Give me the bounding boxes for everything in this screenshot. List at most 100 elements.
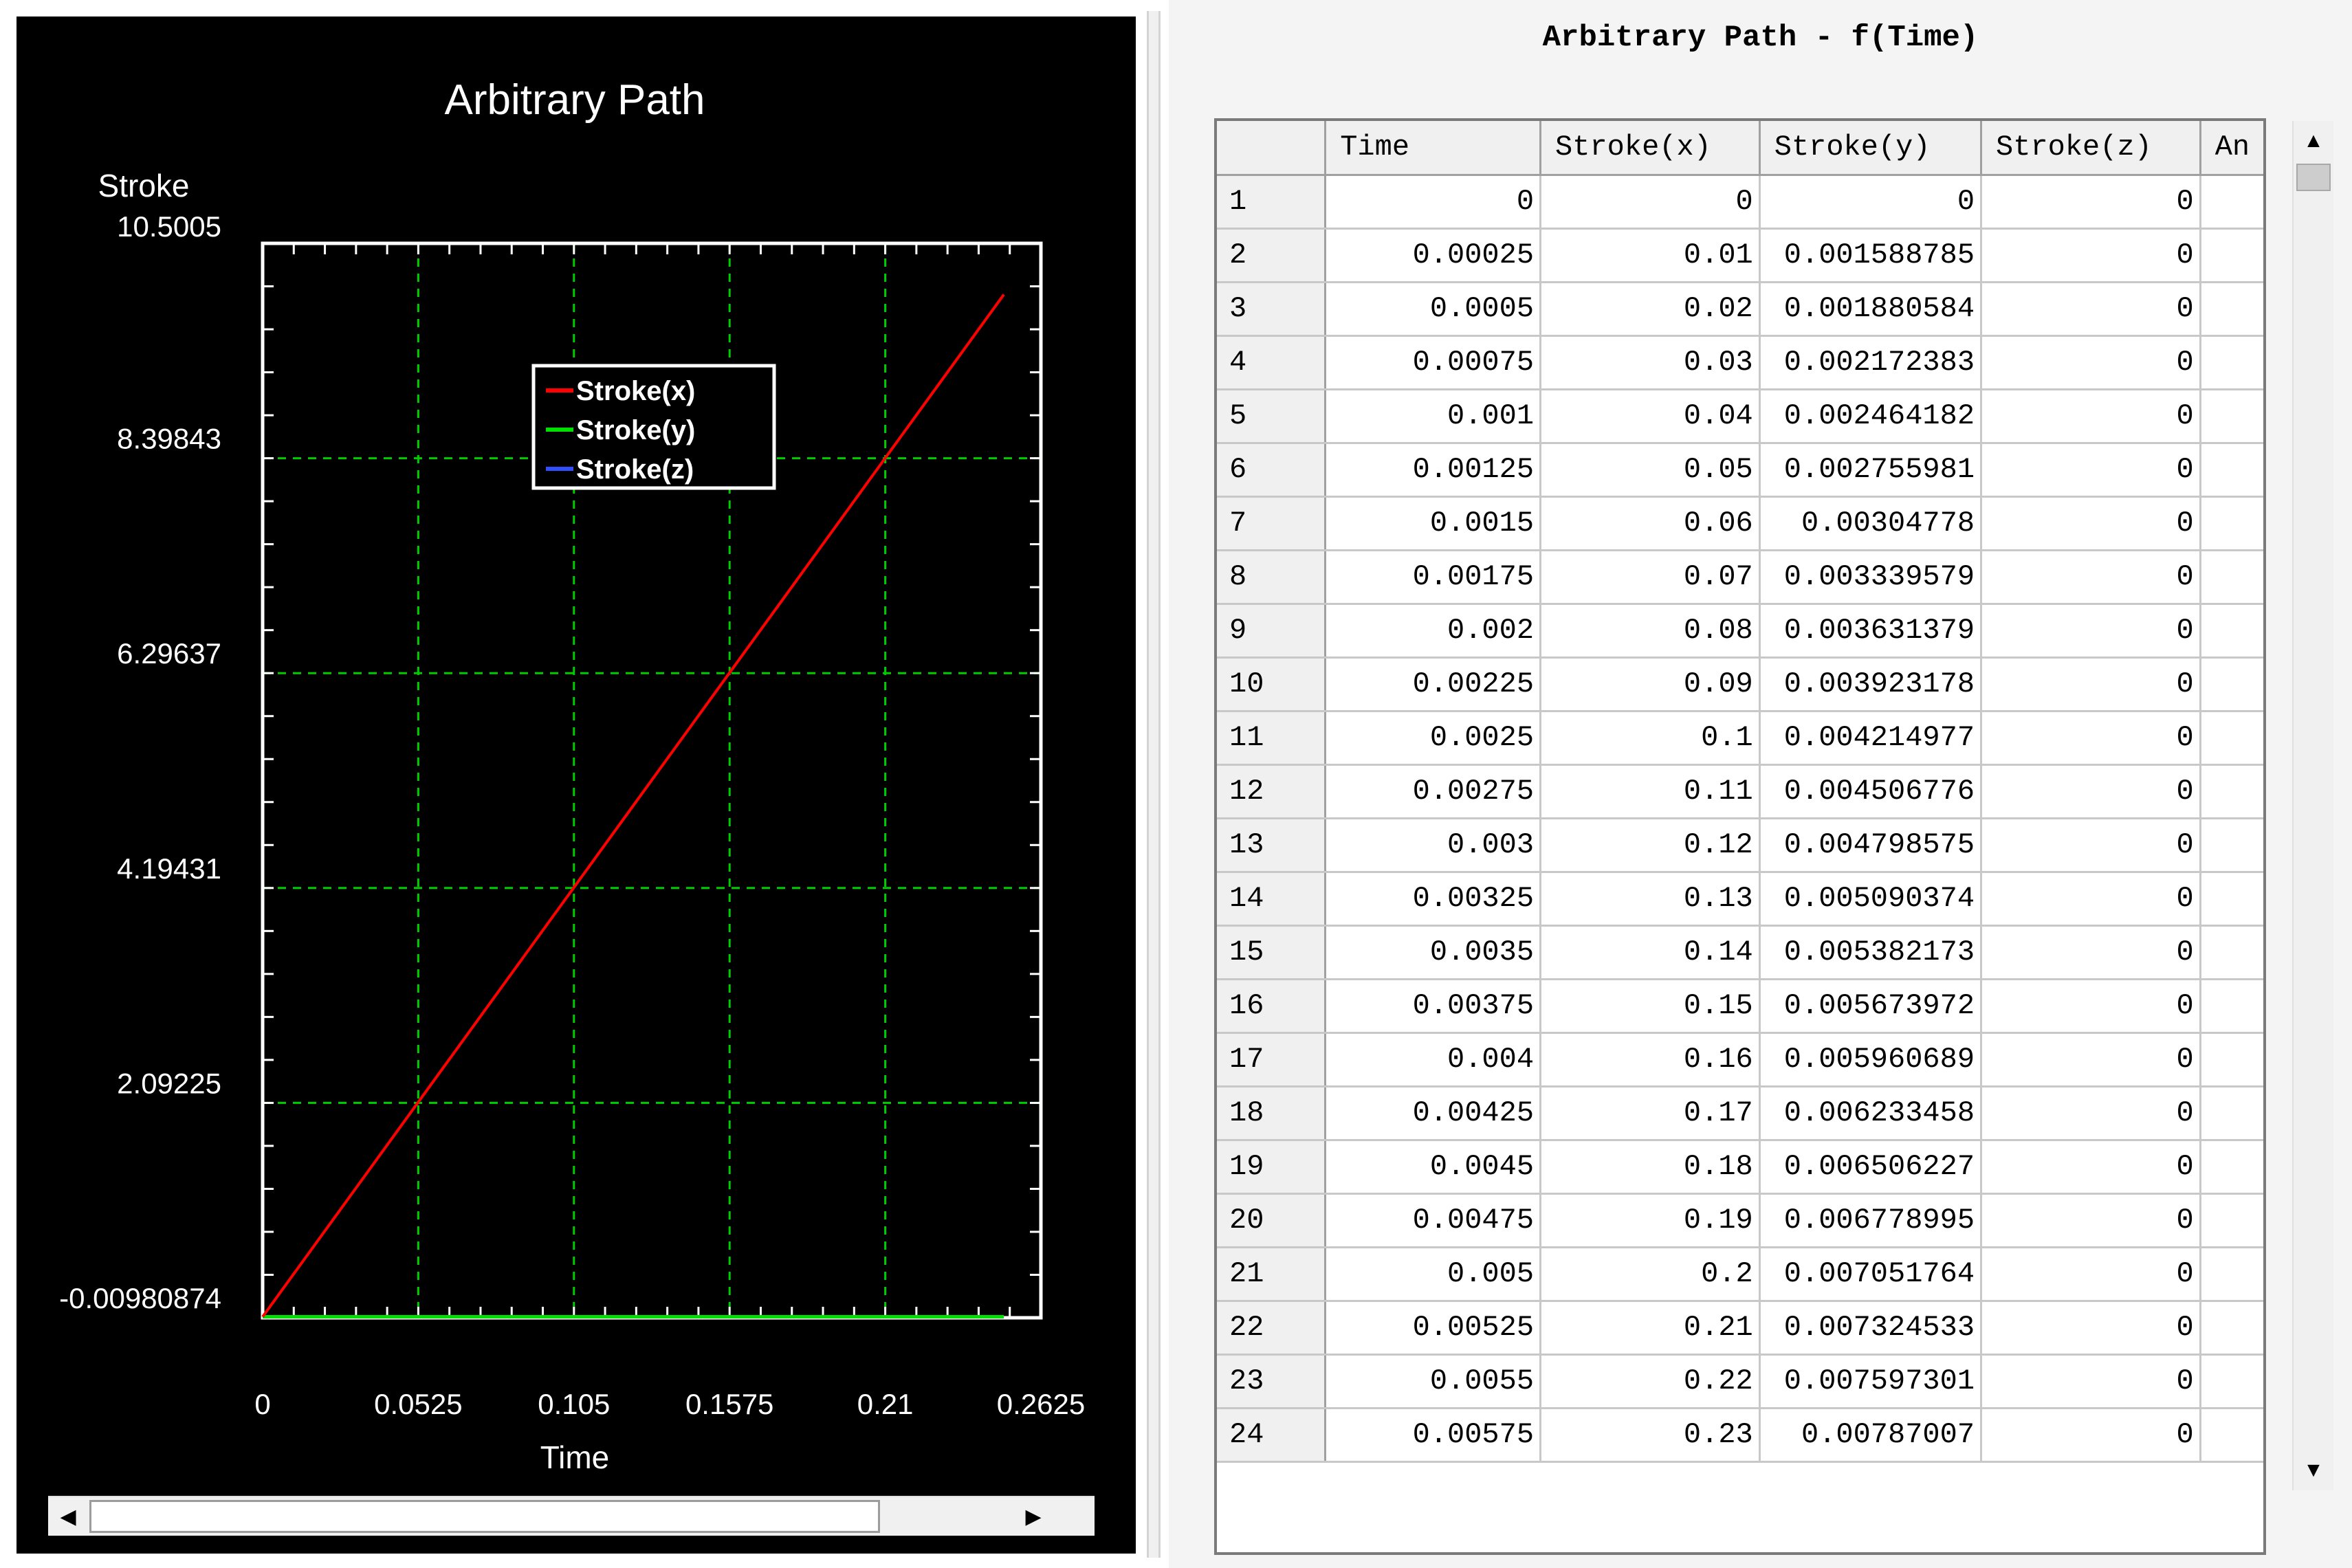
table-cell[interactable] — [2200, 711, 2263, 766]
table-cell[interactable]: 0 — [1981, 1193, 2201, 1248]
row-header[interactable]: 23 — [1217, 1354, 1327, 1409]
row-header[interactable]: 10 — [1217, 657, 1327, 712]
table-cell[interactable]: 0 — [1981, 925, 2201, 980]
table-cell[interactable]: 0.13 — [1540, 872, 1761, 927]
table-cell[interactable]: 0 — [1981, 1301, 2201, 1356]
table-cell[interactable] — [2200, 1408, 2263, 1463]
table-cell[interactable] — [2200, 443, 2263, 498]
table-cell[interactable]: 0.0035 — [1325, 925, 1542, 980]
table-cell[interactable]: 0.005673972 — [1759, 979, 1983, 1034]
column-header[interactable]: Stroke(x) — [1540, 121, 1761, 176]
row-header[interactable]: 19 — [1217, 1140, 1327, 1195]
table-cell[interactable] — [2200, 1140, 2263, 1195]
row-header[interactable]: 12 — [1217, 764, 1327, 819]
triangle-left-icon[interactable]: ◀ — [48, 1497, 88, 1536]
table-cell[interactable]: 0.003923178 — [1759, 657, 1983, 712]
table-cell[interactable]: 0.002755981 — [1759, 443, 1983, 498]
table-cell[interactable]: 0.00525 — [1325, 1301, 1542, 1356]
table-cell[interactable]: 0.02 — [1540, 282, 1761, 337]
row-header[interactable]: 5 — [1217, 389, 1327, 444]
table-cell[interactable]: 0 — [1981, 872, 2201, 927]
table-cell[interactable]: 0.00787007 — [1759, 1408, 1983, 1463]
table-cell[interactable]: 0.002 — [1325, 604, 1542, 659]
table-cell[interactable]: 0.001 — [1325, 389, 1542, 444]
horizontal-scrollbar[interactable]: ◀ ▶ — [48, 1496, 1095, 1536]
row-header[interactable]: 3 — [1217, 282, 1327, 337]
table-cell[interactable]: 0.001880584 — [1759, 282, 1983, 337]
table-cell[interactable]: 0.18 — [1540, 1140, 1761, 1195]
table-cell[interactable]: 0.006506227 — [1759, 1140, 1983, 1195]
row-header[interactable]: 1 — [1217, 175, 1327, 230]
table-cell[interactable]: 0.00075 — [1325, 335, 1542, 390]
table-row[interactable]: 8 0.00175 0.07 0.003339579 0 — [1217, 550, 2263, 605]
table-cell[interactable]: 0.001588785 — [1759, 228, 1983, 283]
table-cell[interactable]: 0 — [1540, 175, 1761, 230]
table-cell[interactable]: 0 — [1981, 443, 2201, 498]
table-cell[interactable] — [2200, 282, 2263, 337]
table-row[interactable]: 11 0.0025 0.1 0.004214977 0 — [1217, 711, 2263, 766]
table-cell[interactable]: 0.12 — [1540, 818, 1761, 873]
table-cell[interactable] — [2200, 1033, 2263, 1087]
table-cell[interactable]: 0.0005 — [1325, 282, 1542, 337]
table-row[interactable]: 18 0.00425 0.17 0.006233458 0 — [1217, 1086, 2263, 1141]
table-cell[interactable]: 0.004798575 — [1759, 818, 1983, 873]
table-cell[interactable]: 0.06 — [1540, 496, 1761, 551]
table-cell[interactable]: 0.05 — [1540, 443, 1761, 498]
table-cell[interactable]: 0 — [1981, 1086, 2201, 1141]
row-header[interactable]: 18 — [1217, 1086, 1327, 1141]
table-cell[interactable]: 0 — [1325, 175, 1542, 230]
table-cell[interactable]: 0.003631379 — [1759, 604, 1983, 659]
table-cell[interactable] — [2200, 1086, 2263, 1141]
table-cell[interactable]: 0.003339579 — [1759, 550, 1983, 605]
row-header[interactable]: 15 — [1217, 925, 1327, 980]
table-cell[interactable] — [2200, 175, 2263, 230]
table-cell[interactable]: 0.002172383 — [1759, 335, 1983, 390]
table-cell[interactable]: 0.15 — [1540, 979, 1761, 1034]
table-cell[interactable] — [2200, 979, 2263, 1034]
row-header[interactable]: 20 — [1217, 1193, 1327, 1248]
table-cell[interactable]: 0.004506776 — [1759, 764, 1983, 819]
table-cell[interactable]: 0.16 — [1540, 1033, 1761, 1087]
table-cell[interactable]: 0.01 — [1540, 228, 1761, 283]
table-cell[interactable]: 0 — [1981, 764, 2201, 819]
table-cell[interactable] — [2200, 228, 2263, 283]
table-cell[interactable]: 0.003 — [1325, 818, 1542, 873]
table-cell[interactable]: 0.00575 — [1325, 1408, 1542, 1463]
table-cell[interactable]: 0 — [1981, 335, 2201, 390]
table-cell[interactable]: 0 — [1981, 657, 2201, 712]
table-cell[interactable]: 0.006778995 — [1759, 1193, 1983, 1248]
table-cell[interactable] — [2200, 818, 2263, 873]
row-header[interactable]: 2 — [1217, 228, 1327, 283]
column-header[interactable]: Stroke(y) — [1759, 121, 1983, 176]
row-header[interactable]: 13 — [1217, 818, 1327, 873]
triangle-down-icon[interactable]: ▼ — [2294, 1450, 2333, 1490]
table-cell[interactable]: 0.11 — [1540, 764, 1761, 819]
table-cell[interactable]: 0.0055 — [1325, 1354, 1542, 1409]
table-cell[interactable]: 0.14 — [1540, 925, 1761, 980]
table-cell[interactable]: 0 — [1981, 604, 2201, 659]
table-cell[interactable]: 0.00425 — [1325, 1086, 1542, 1141]
table-cell[interactable]: 0 — [1981, 1140, 2201, 1195]
table-row[interactable]: 4 0.00075 0.03 0.002172383 0 — [1217, 335, 2263, 390]
table-cell[interactable]: 0.0015 — [1325, 496, 1542, 551]
table-cell[interactable] — [2200, 657, 2263, 712]
column-header[interactable]: Stroke(z) — [1981, 121, 2201, 176]
table-row[interactable]: 20 0.00475 0.19 0.006778995 0 — [1217, 1193, 2263, 1248]
table-cell[interactable]: 0 — [1981, 1033, 2201, 1087]
table-cell[interactable]: 0.004214977 — [1759, 711, 1983, 766]
table-row[interactable]: 24 0.00575 0.23 0.00787007 0 — [1217, 1408, 2263, 1463]
column-header[interactable]: An — [2200, 121, 2263, 176]
table-cell[interactable]: 0.0025 — [1325, 711, 1542, 766]
splitter-handle[interactable] — [1147, 11, 1161, 1558]
table-cell[interactable] — [2200, 1301, 2263, 1356]
table-cell[interactable]: 0 — [1759, 175, 1983, 230]
table-cell[interactable] — [2200, 496, 2263, 551]
table-cell[interactable]: 0 — [1981, 1354, 2201, 1409]
table-cell[interactable]: 0 — [1981, 496, 2201, 551]
table-cell[interactable]: 0.04 — [1540, 389, 1761, 444]
table-cell[interactable]: 0.08 — [1540, 604, 1761, 659]
table-cell[interactable]: 0.005 — [1325, 1247, 1542, 1302]
table-cell[interactable]: 0 — [1981, 282, 2201, 337]
table-cell[interactable]: 0.005960689 — [1759, 1033, 1983, 1087]
table-cell[interactable] — [2200, 1193, 2263, 1248]
